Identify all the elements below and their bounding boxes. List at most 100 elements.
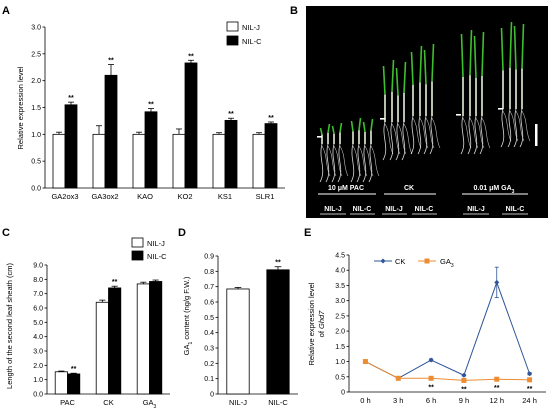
legend-swatch-nil-c xyxy=(226,35,239,46)
chart-a-significance-mark: ** xyxy=(148,102,154,109)
chart-d: GA1 content (ng/g F.W.) 0 0.1 0.2 0.3 0.4 0.5… xyxy=(182,254,298,407)
chart-e-y-tick-label: 2.0 xyxy=(335,329,345,336)
chart-d-bar-nil-c xyxy=(266,269,290,395)
chart-a-bar-nil-j-ko2 xyxy=(172,133,186,189)
chart-e-y-tick-label: 1.0 xyxy=(335,359,345,366)
chart-a-bar-nil-c-kao xyxy=(144,111,158,189)
chart-c-significance-mark: ** xyxy=(71,366,77,373)
panel-label-b: B xyxy=(290,5,298,17)
chart-a: Relative expression level 0.0 0.5 1.0 1.5 2.… xyxy=(16,21,285,201)
chart-a-bar-nil-j-ks1 xyxy=(212,133,226,189)
chart-a-significance-mark: ** xyxy=(108,58,114,65)
seedling-leaf xyxy=(362,121,366,133)
seedling-leaf xyxy=(481,31,485,77)
seedling-leaf xyxy=(410,51,414,86)
seedling-root xyxy=(412,117,422,149)
chart-d-y-tick-label: 0.5 xyxy=(204,315,214,322)
chart-a-bar-nil-c-ko2 xyxy=(184,62,198,189)
chart-e-x-tick-label: 6 h xyxy=(426,396,436,405)
chart-c: Length of the second leaf sheath (cm) 0.… xyxy=(5,237,170,408)
chart-c-y-tick-label: 4.0 xyxy=(33,334,43,341)
seedling-leaf xyxy=(500,27,504,71)
chart-a-bar-nil-j-slr1 xyxy=(252,133,266,189)
seedling-leaf xyxy=(339,122,343,133)
seedling-leaf xyxy=(327,123,331,133)
chart-a-x-tick-label: SLR1 xyxy=(256,192,275,201)
seedling-root xyxy=(319,143,324,183)
chart-e-point-ga3 xyxy=(428,375,434,381)
chart-a-bar-nil-c-slr1 xyxy=(264,123,278,189)
chart-a-x-tick-label: KO2 xyxy=(177,192,192,201)
seedling-leaf xyxy=(358,117,362,131)
photo-label-pac: 10 μM PAC xyxy=(328,185,364,192)
seedling-root xyxy=(389,121,394,161)
seedling-root xyxy=(431,117,441,149)
chart-d-y-tick-label: 0.1 xyxy=(204,376,214,383)
legend-label-ga3: GA3 xyxy=(440,257,454,269)
scale-bar xyxy=(535,124,538,146)
chart-c-bar-nil-j-ga3 xyxy=(136,283,150,395)
chart-a-y-tick-label: 0.0 xyxy=(31,186,41,193)
chart-a-y-tick-label: 2.5 xyxy=(31,51,41,58)
chart-d-y-tick-label: 0.8 xyxy=(204,269,214,276)
chart-e-x-tick-label: 0 h xyxy=(360,396,370,405)
seedling-root xyxy=(337,143,342,183)
chart-c-legend: NIL-J NIL-C xyxy=(131,237,167,261)
panel-label-e: E xyxy=(304,227,311,239)
chart-d-x-tick-label: NIL-J xyxy=(229,398,247,407)
photo-label-nil-j-1: NIL-J xyxy=(324,206,342,213)
seedling-root xyxy=(513,108,518,148)
chart-a-y-tick-label: 2.0 xyxy=(31,78,41,85)
chart-c-bar-nil-c-ga3 xyxy=(149,281,163,395)
seedling-root xyxy=(331,143,336,183)
chart-e-significance-mark: ** xyxy=(527,386,533,393)
legend-swatch-nil-j xyxy=(226,21,239,32)
seedling-root xyxy=(429,115,434,155)
photo-label-nil-j-3: NIL-J xyxy=(467,206,485,213)
seedling-root xyxy=(460,115,465,155)
chart-e-y-tick-label: 2.5 xyxy=(335,313,345,320)
chart-e-y-tick-label: 0 xyxy=(341,390,345,397)
chart-a-bar-nil-j-ga3ox2 xyxy=(92,133,106,189)
seedling-leaf xyxy=(350,120,354,132)
seedling-root xyxy=(362,143,367,183)
chart-e-y-tick-label: 0.5 xyxy=(335,374,345,381)
seedling-root xyxy=(325,143,330,183)
seedling-root xyxy=(384,123,394,155)
seedling-root xyxy=(370,145,380,177)
seedlings xyxy=(317,21,531,183)
seedling-leaf xyxy=(319,127,323,135)
chart-e-point-ga3 xyxy=(461,377,467,383)
chart-e-x-tick-label: 24 h xyxy=(522,396,537,405)
seedling-leaf xyxy=(391,59,395,92)
seedling-root xyxy=(519,108,524,148)
chart-c-y-tick-label: 3.0 xyxy=(33,349,43,356)
photo-label-ck: CK xyxy=(404,185,414,192)
chart-a-x-tick-label: KAO xyxy=(137,192,153,201)
chart-d-y-tick-label: 0.4 xyxy=(204,330,214,337)
chart-a-ylabel: Relative expression level xyxy=(16,66,25,149)
seedling-root xyxy=(481,117,491,149)
chart-c-y-tick-label: 0.0 xyxy=(33,392,43,399)
chart-e: Relative expression level of Ghd7 0 0.5 1.… xyxy=(307,253,546,405)
sheath-marker xyxy=(317,136,322,138)
chart-d-y-tick-label: 0.2 xyxy=(204,361,214,368)
panel-label-a: A xyxy=(2,5,10,17)
chart-e-significance-mark: ** xyxy=(494,385,500,392)
photo-label-nil-c-2: NIL-C xyxy=(415,206,434,213)
chart-a-significance-mark: ** xyxy=(268,115,274,122)
seedling-leaf xyxy=(419,45,423,83)
sheath-marker xyxy=(498,108,503,110)
seedling-root xyxy=(339,145,349,177)
chart-c-y-tick-label: 1.0 xyxy=(33,377,43,384)
chart-c-bar-nil-c-pac xyxy=(67,373,81,395)
legend-marker-ck xyxy=(380,258,386,264)
legend-label-ck: CK xyxy=(395,257,405,266)
seedling-root xyxy=(507,108,512,148)
legend-swatch-nil-j xyxy=(131,237,144,248)
chart-c-y-tick-label: 2.0 xyxy=(33,363,43,370)
chart-d-x-tick-label: NIL-C xyxy=(268,398,288,407)
seedling-leaf xyxy=(423,49,427,85)
chart-a-x-tick-label: GA2ox3 xyxy=(51,192,78,201)
panel-label-d: D xyxy=(178,227,186,239)
